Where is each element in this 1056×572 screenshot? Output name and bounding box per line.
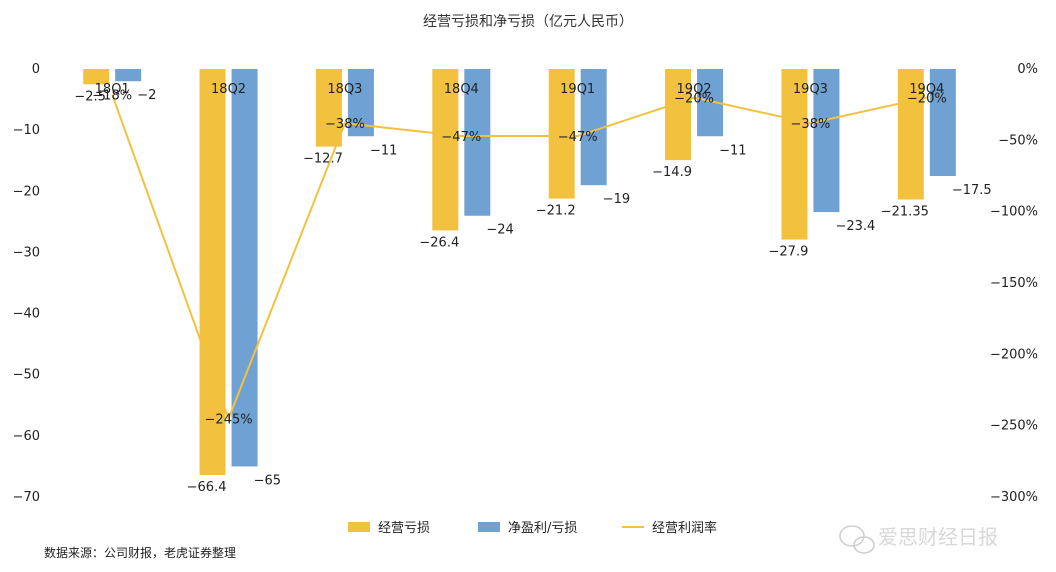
bar-value-label: −2 [137,88,156,103]
bar-operating-loss [665,69,692,161]
bar-value-label: −11 [370,143,397,158]
left-tick-label: −20 [13,184,40,199]
category-label: 18Q1 [95,82,130,97]
right-tick-label: −100% [990,205,1038,220]
left-tick-label: −10 [13,123,40,138]
bar-operating-loss [83,69,110,85]
legend-label: 经营亏损 [378,521,430,536]
margin-value-label: −38% [325,117,365,132]
bar-net-loss [231,69,258,467]
bar-net-loss [929,69,956,176]
left-tick-label: −30 [13,245,40,260]
bar-operating-loss [199,69,226,475]
legend: 经营亏损 净盈利/亏损 经营利润率 [348,520,717,536]
data-labels: −2.5 −66.4 −12.7 −26.4 −21.2 −14.9 −27.9 −21.35… [74,82,991,495]
bar-value-label: −65 [254,473,281,488]
bar-value-label: −24 [486,223,513,238]
watermark-text: 爱思财经日报 [878,525,998,549]
right-tick-label: −300% [990,490,1038,505]
bar-value-label: −14.9 [652,165,692,180]
legend-swatch [478,522,500,532]
category-label: 19Q4 [909,82,944,97]
margin-line-layer [111,94,928,422]
bar-value-label: −21.2 [536,204,576,219]
margin-value-label: −38% [791,117,831,132]
category-label: 18Q4 [444,82,479,97]
margin-value-label: −47% [558,130,598,145]
left-tick-label: 0 [32,62,40,77]
margin-line [111,94,928,422]
bar-value-label: −27.9 [769,245,809,260]
bar-value-label: −12.7 [303,152,343,167]
category-label: 19Q3 [793,82,828,97]
bar-value-label: −17.5 [952,183,992,198]
right-tick-label: −200% [990,347,1038,362]
category-label: 18Q3 [327,82,362,97]
right-tick-label: 0% [1017,62,1038,77]
bar-operating-loss [432,69,459,231]
margin-value-label: −47% [441,130,481,145]
legend-swatch [348,522,370,532]
left-tick-label: −40 [13,307,40,322]
bar-value-label: −21.35 [881,205,929,220]
watermark: 爱思财经日报 [839,525,998,554]
right-axis: 0% −50% −100% −150% −200% −250% −300% [990,62,1038,505]
chart-title: 经营亏损和净亏损（亿元人民币） [423,14,633,30]
bar-value-label: −19 [603,192,630,207]
bar-value-label: −23.4 [835,219,875,234]
bar-value-label: −11 [719,143,746,158]
bar-value-label: −2.5 [74,89,106,104]
margin-value-label: −245% [205,413,253,428]
legend-label: 经营利润率 [652,520,717,536]
left-tick-label: −70 [13,490,40,505]
right-tick-label: −250% [990,419,1038,434]
left-tick-label: −50 [13,368,40,383]
wechat-icon [839,525,875,554]
right-tick-label: −50% [998,133,1038,148]
margin-value-label: −20% [907,92,947,107]
category-label: 18Q2 [211,82,246,97]
bar-operating-loss [548,69,575,199]
legend-label: 净盈利/亏损 [508,521,577,536]
right-tick-label: −150% [990,276,1038,291]
bar-net-loss [115,69,142,82]
bar-operating-loss [897,69,924,200]
category-label: 19Q2 [677,82,712,97]
margin-value-label: −20% [674,92,714,107]
bar-operating-loss [315,69,342,147]
left-axis: 0 −10 −20 −30 −40 −50 −60 −70 [13,62,40,505]
left-tick-label: −60 [13,429,40,444]
category-label: 19Q1 [560,82,595,97]
bar-net-loss [464,69,491,216]
source-note: 数据来源：公司财报，老虎证券整理 [44,545,236,560]
bar-operating-loss [781,69,808,240]
margin-value-label: −18% [92,89,132,104]
bar-net-loss [813,69,840,213]
bar-value-label: −66.4 [187,480,227,495]
bar-value-label: −26.4 [419,235,459,250]
